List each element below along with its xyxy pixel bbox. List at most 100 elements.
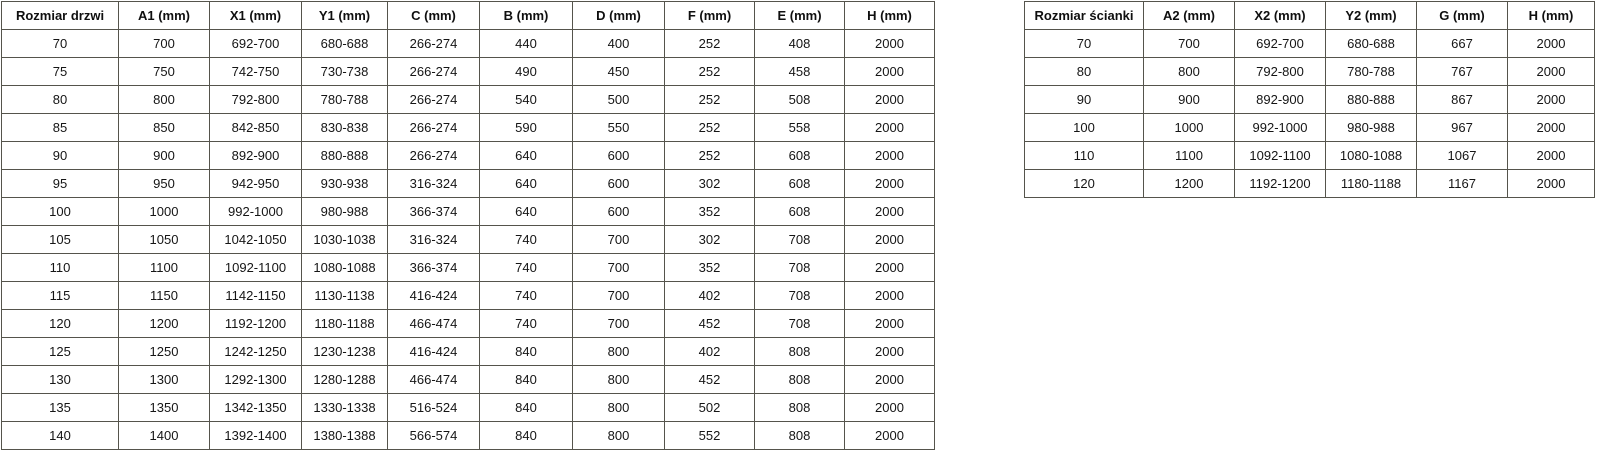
- table-cell: 1167: [1416, 169, 1508, 198]
- table-cell: 2000: [844, 365, 935, 394]
- table-cell: 850: [118, 113, 210, 142]
- table-cell: 266-274: [387, 29, 480, 58]
- column-header: H (mm): [1507, 1, 1595, 30]
- table-cell: 808: [754, 337, 845, 366]
- table-cell: 70: [1, 29, 119, 58]
- table-cell: 840: [479, 421, 573, 450]
- table-cell: 2000: [1507, 169, 1595, 198]
- table-cell: 266-274: [387, 85, 480, 114]
- table-cell: 252: [664, 57, 755, 86]
- table-cell: 780-788: [301, 85, 388, 114]
- table-cell: 792-800: [1234, 57, 1326, 86]
- column-header: A1 (mm): [118, 1, 210, 30]
- table-cell: 992-1000: [1234, 113, 1326, 142]
- table-cell: 490: [479, 57, 573, 86]
- table-cell: 1180-1188: [1325, 169, 1417, 198]
- table-cell: 1192-1200: [209, 309, 302, 338]
- table-cell: 466-474: [387, 309, 480, 338]
- table-cell: 640: [479, 141, 573, 170]
- table-cell: 1300: [118, 365, 210, 394]
- table-cell: 800: [572, 421, 665, 450]
- table-cell: 1150: [118, 281, 210, 310]
- table-cell: 808: [754, 393, 845, 422]
- door-size-table: Rozmiar drzwi A1 (mm) X1 (mm) Y1 (mm) C (mm)…: [1, 1, 935, 450]
- wall-size-table: Rozmiar ścianki A2 (mm) X2 (mm) Y2 (mm) G (m…: [1024, 1, 1595, 198]
- table-cell: 800: [572, 337, 665, 366]
- table-cell: 1000: [1143, 113, 1235, 142]
- table-cell: 352: [664, 197, 755, 226]
- table-cell: 2000: [844, 421, 935, 450]
- table-cell: 120: [1024, 169, 1144, 198]
- table-cell: 1100: [1143, 141, 1235, 170]
- table-cell: 780-788: [1325, 57, 1417, 86]
- table-cell: 100: [1, 197, 119, 226]
- table-cell: 608: [754, 169, 845, 198]
- table-row: 125 1250 1242-1250 1230-1238 416-424 840 800 40…: [1, 337, 935, 366]
- table-cell: 800: [118, 85, 210, 114]
- table-cell: 90: [1024, 85, 1144, 114]
- table-cell: 440: [479, 29, 573, 58]
- table-cell: 452: [664, 309, 755, 338]
- table-cell: 2000: [1507, 29, 1595, 58]
- table-cell: 266-274: [387, 141, 480, 170]
- table-cell: 1392-1400: [209, 421, 302, 450]
- table-cell: 2000: [844, 337, 935, 366]
- column-header: E (mm): [754, 1, 845, 30]
- table-cell: 1067: [1416, 141, 1508, 170]
- table-cell: 366-374: [387, 253, 480, 282]
- table-cell: 708: [754, 309, 845, 338]
- table-cell: 800: [572, 365, 665, 394]
- table-cell: 590: [479, 113, 573, 142]
- table-cell: 316-324: [387, 225, 480, 254]
- table-cell: 700: [572, 253, 665, 282]
- table-cell: 980-988: [301, 197, 388, 226]
- table-row: 115 1150 1142-1150 1130-1138 416-424 740 700 40…: [1, 281, 935, 310]
- table-cell: 692-700: [209, 29, 302, 58]
- table-cell: 140: [1, 421, 119, 450]
- table-cell: 830-838: [301, 113, 388, 142]
- column-header: Y1 (mm): [301, 1, 388, 30]
- table-cell: 75: [1, 57, 119, 86]
- table-cell: 85: [1, 113, 119, 142]
- table-cell: 80: [1024, 57, 1144, 86]
- table-cell: 110: [1024, 141, 1144, 170]
- table-cell: 700: [118, 29, 210, 58]
- table-cell: 840: [479, 337, 573, 366]
- table-cell: 135: [1, 393, 119, 422]
- table-cell: 1200: [118, 309, 210, 338]
- table-cell: 2000: [844, 85, 935, 114]
- table-cell: 416-424: [387, 337, 480, 366]
- table-cell: 1400: [118, 421, 210, 450]
- table-cell: 680-688: [1325, 29, 1417, 58]
- table-cell: 1330-1338: [301, 393, 388, 422]
- column-header: C (mm): [387, 1, 480, 30]
- table-row: 140 1400 1392-1400 1380-1388 566-574 840 800 55…: [1, 421, 935, 450]
- table-row: 90 900 892-900 880-888 266-274 640 600 252 608 20…: [1, 141, 935, 170]
- column-header: H (mm): [844, 1, 935, 30]
- table-cell: 566-574: [387, 421, 480, 450]
- table-cell: 2000: [844, 197, 935, 226]
- table-cell: 800: [1143, 57, 1235, 86]
- table-cell: 1142-1150: [209, 281, 302, 310]
- table-cell: 100: [1024, 113, 1144, 142]
- table-cell: 700: [572, 225, 665, 254]
- table-cell: 252: [664, 113, 755, 142]
- table-row: 120 1200 1192-1200 1180-1188 1167 2000: [1024, 169, 1595, 198]
- table-cell: 2000: [844, 253, 935, 282]
- table-cell: 740: [479, 253, 573, 282]
- table-cell: 2000: [844, 169, 935, 198]
- table-cell: 708: [754, 253, 845, 282]
- table-cell: 730-738: [301, 57, 388, 86]
- table-cell: 950: [118, 169, 210, 198]
- table-cell: 115: [1, 281, 119, 310]
- table-cell: 992-1000: [209, 197, 302, 226]
- table-cell: 700: [572, 309, 665, 338]
- table-cell: 2000: [844, 393, 935, 422]
- table-cell: 1380-1388: [301, 421, 388, 450]
- table-row: 90 900 892-900 880-888 867 2000: [1024, 85, 1595, 114]
- table-cell: 450: [572, 57, 665, 86]
- table-cell: 867: [1416, 85, 1508, 114]
- table-cell: 740: [479, 225, 573, 254]
- table-cell: 1230-1238: [301, 337, 388, 366]
- table-cell: 1080-1088: [1325, 141, 1417, 170]
